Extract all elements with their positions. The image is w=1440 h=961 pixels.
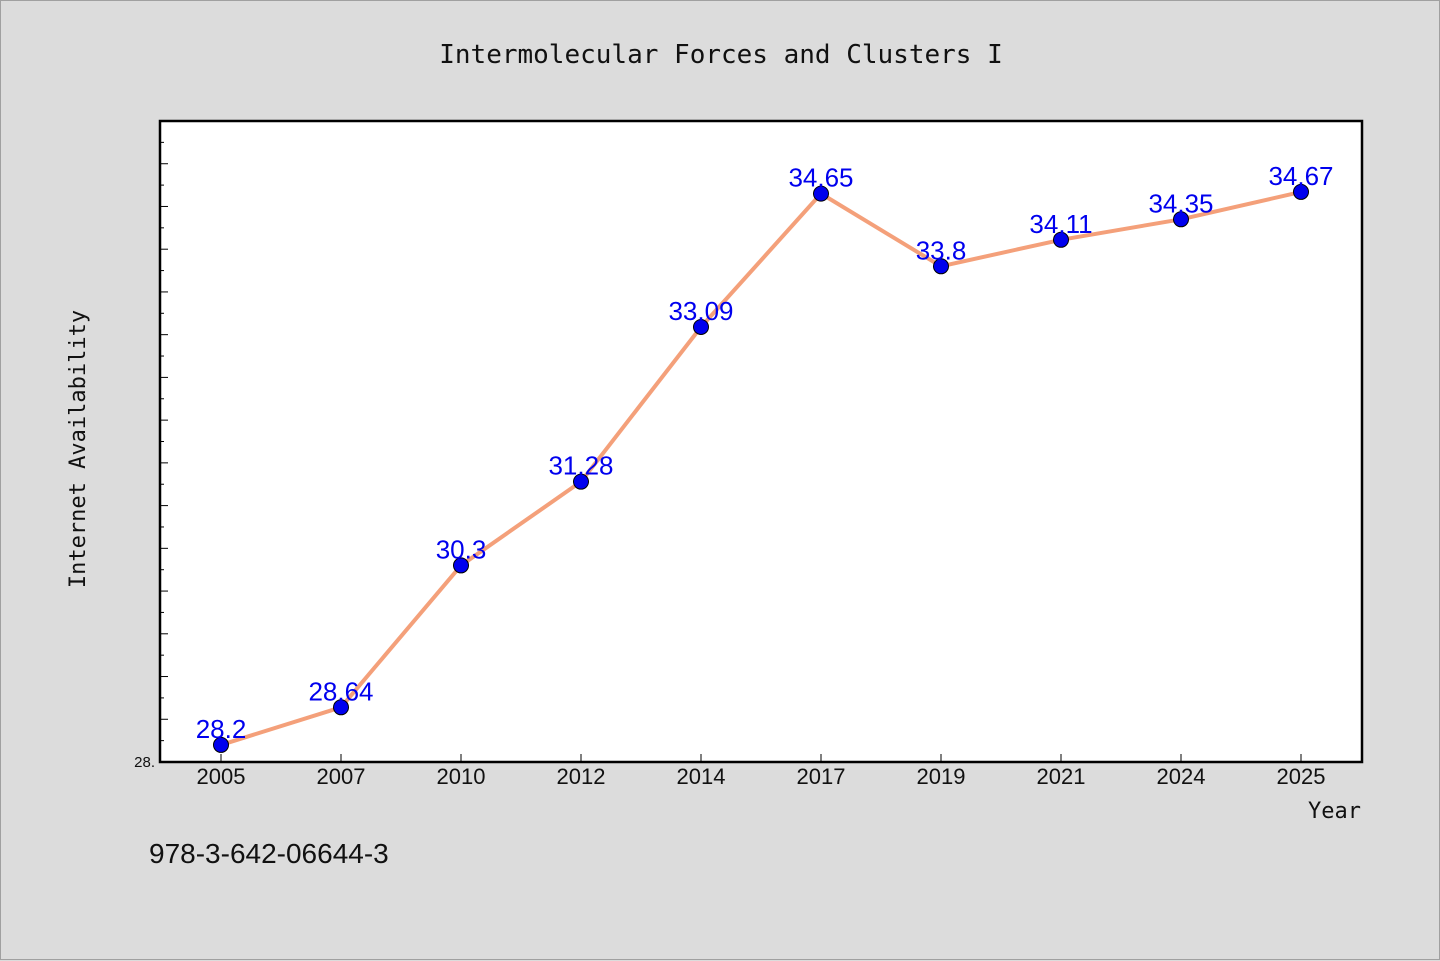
x-tick-label: 2025 [1277, 764, 1326, 789]
data-label: 34.35 [1148, 188, 1213, 218]
data-label: 31.28 [548, 451, 613, 481]
data-point [333, 699, 349, 716]
data-label: 28.64 [308, 676, 373, 706]
data-point [1293, 183, 1309, 200]
footer-isbn: 978-3-642-06644-3 [149, 838, 389, 869]
y-axis-ticks [160, 120, 168, 763]
data-label: 33.09 [668, 296, 733, 326]
y-tick-label: 28. [134, 754, 155, 771]
x-tick-label: 2007 [317, 764, 366, 789]
x-tick-label: 2019 [917, 764, 966, 789]
series-markers [213, 183, 1309, 753]
chart-title: Intermolecular Forces and Clusters I [439, 40, 1003, 70]
x-axis-ticks: 2005 2007 2010 2012 2014 2017 2019 2021 2024 2025 [197, 754, 1326, 789]
plot-area [158, 119, 1364, 764]
x-tick-label: 2014 [677, 764, 726, 789]
data-point [933, 258, 949, 275]
data-point [1053, 231, 1069, 248]
series-line [220, 189, 1302, 747]
data-point [693, 318, 709, 335]
data-label: 34.65 [788, 163, 853, 193]
data-point [573, 473, 589, 490]
x-tick-label: 2010 [437, 764, 486, 789]
data-labels: 28.2 28.64 30.3 31.28 33.09 34.65 33.8 34.11 34.… [196, 161, 1334, 744]
x-tick-label: 2021 [1037, 764, 1086, 789]
data-label: 30.3 [436, 534, 487, 564]
data-point [213, 736, 229, 753]
x-tick-label: 2017 [797, 764, 846, 789]
x-tick-label: 2024 [1157, 764, 1206, 789]
y-axis-label: Internet Availability [66, 310, 91, 588]
x-tick-label: 2005 [197, 764, 246, 789]
data-point [453, 557, 469, 574]
data-label: 34.11 [1029, 209, 1092, 239]
x-axis-label: Year [1308, 799, 1361, 824]
data-label: 28.2 [196, 714, 247, 744]
data-point [813, 185, 829, 202]
data-point [1173, 211, 1189, 228]
x-tick-label: 2012 [557, 764, 606, 789]
data-label: 33.8 [916, 235, 967, 265]
data-label: 34.67 [1268, 161, 1333, 191]
